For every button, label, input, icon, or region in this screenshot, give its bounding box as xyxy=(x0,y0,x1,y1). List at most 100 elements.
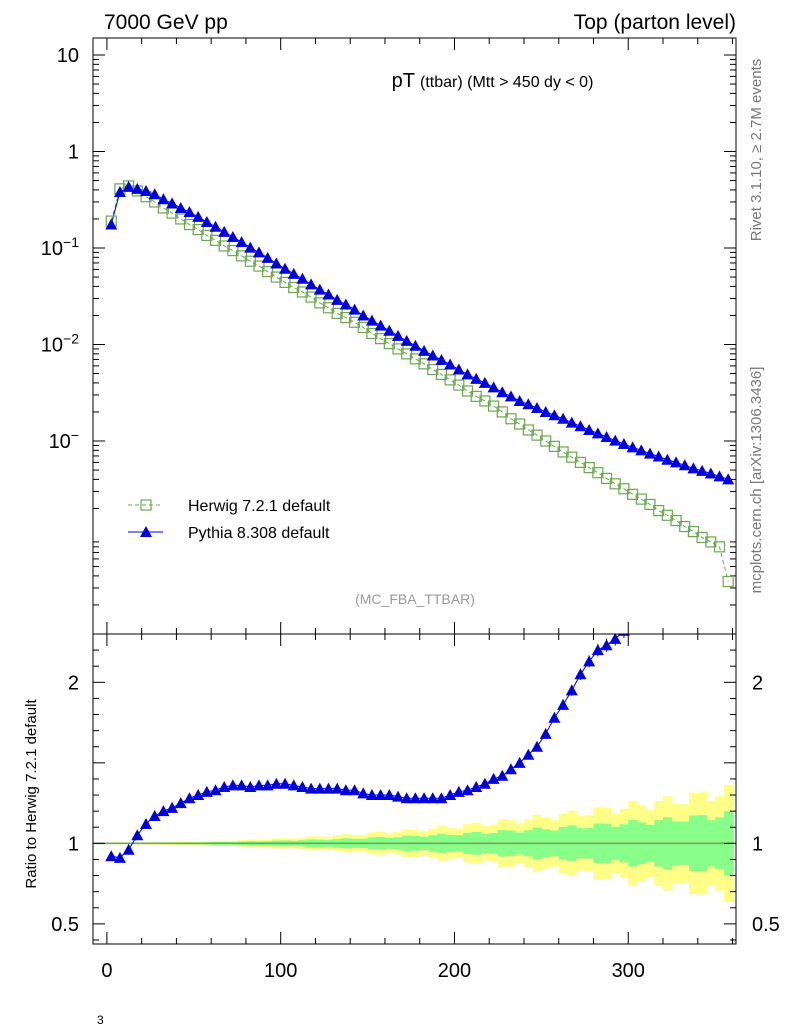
pythia-point xyxy=(374,319,387,331)
y-tick-label: 10−2 xyxy=(41,330,79,356)
pythia-point xyxy=(426,349,439,361)
pythia-point xyxy=(235,236,248,248)
ratio-point xyxy=(140,818,153,830)
pythia-point xyxy=(391,329,404,341)
pythia-point xyxy=(261,251,274,263)
ratio-point xyxy=(383,789,396,801)
ratio-point xyxy=(357,787,370,799)
ratio-x-axis: 0 100 200 300 xyxy=(101,634,734,982)
pythia-point xyxy=(322,288,335,300)
ratio-point xyxy=(279,777,292,789)
ratio-point xyxy=(435,792,448,804)
herwig-point xyxy=(713,541,726,553)
legend-marker-pythia xyxy=(140,526,152,537)
pythia-point xyxy=(565,416,578,428)
pythia-point xyxy=(661,453,674,465)
ratio-frame xyxy=(92,633,737,945)
legend-label-pythia: Pythia 8.308 default xyxy=(188,525,330,542)
ratio-point xyxy=(157,805,170,817)
pythia-point xyxy=(418,344,431,356)
pythia-point xyxy=(140,184,153,196)
ratio-point xyxy=(418,792,431,804)
ratio-point xyxy=(661,572,673,583)
pythia-point xyxy=(305,278,318,290)
pythia-point xyxy=(583,424,596,436)
ratio-point xyxy=(322,782,335,794)
pythia-point xyxy=(313,283,326,295)
pythia-point xyxy=(252,246,265,258)
ratio-point xyxy=(348,784,361,796)
plot-title-sub: (ttbar) (Mtt > 450 dy < 0) xyxy=(420,74,593,91)
plot-title-main: pT xyxy=(392,70,415,92)
pythia-point xyxy=(531,401,544,413)
herwig-point xyxy=(670,514,682,527)
ratio-y-tick-label: 0.5 xyxy=(51,914,79,936)
ratio-point xyxy=(409,792,422,804)
pythia-point xyxy=(218,225,231,237)
rivet-label: Rivet 3.1.10, ≥ 2.7M events xyxy=(748,59,765,242)
ratio-point xyxy=(244,780,257,792)
ratio-point xyxy=(131,829,144,841)
ratio-point xyxy=(391,790,404,802)
ratio-y-tick-label: 2 xyxy=(68,672,79,694)
ratio-point xyxy=(313,782,326,794)
herwig-point xyxy=(453,379,465,391)
mcplots-label: mcplots.cern.ch [arXiv:1306.3436] xyxy=(748,367,765,594)
herwig-point xyxy=(192,224,204,236)
herwig-point xyxy=(592,467,604,479)
y-tick-label: 10−1 xyxy=(41,234,79,260)
pythia-point xyxy=(209,220,222,232)
pythia-point xyxy=(557,412,570,424)
pythia-point xyxy=(478,376,491,388)
ratio-point xyxy=(627,612,639,623)
pythia-point xyxy=(383,324,396,336)
ratio-point xyxy=(270,777,283,789)
main-y-axis: 10 1 10−1 10−2 10− xyxy=(41,45,736,606)
ratio-point xyxy=(374,789,387,801)
ratio-point xyxy=(365,789,378,801)
pythia-point xyxy=(652,450,665,462)
pythia-point xyxy=(670,456,683,468)
pythia-point xyxy=(470,372,483,384)
herwig-point xyxy=(331,307,343,320)
pythia-point xyxy=(626,441,639,453)
legend-label-herwig: Herwig 7.2.1 default xyxy=(188,498,331,515)
legend: Herwig 7.2.1 default Pythia 8.308 defaul… xyxy=(128,498,331,542)
pythia-point xyxy=(183,206,196,218)
herwig-point xyxy=(531,429,543,441)
pythia-point xyxy=(496,386,509,398)
pythia-point xyxy=(174,201,187,213)
ratio-point xyxy=(644,596,656,607)
ratio-point xyxy=(261,779,274,791)
ratio-point xyxy=(113,851,126,863)
pythia-point xyxy=(157,193,170,205)
herwig-point xyxy=(496,406,508,418)
ratio-point xyxy=(426,792,439,804)
ratio-point xyxy=(226,779,239,791)
pythia-point xyxy=(409,339,422,351)
main-panel: 10 1 10−1 10−2 10− pT (ttbar) (Mtt > 450 dy … xyxy=(41,37,737,635)
main-x-ticks xyxy=(106,38,734,634)
ratio-point xyxy=(305,782,318,794)
herwig-point xyxy=(305,291,317,303)
ratio-points-pythia xyxy=(105,572,673,863)
pythia-point xyxy=(200,215,213,227)
herwig-point xyxy=(514,418,526,430)
herwig-point xyxy=(418,358,430,370)
pythia-point xyxy=(504,390,517,402)
pythia-point xyxy=(687,462,700,474)
ratio-point xyxy=(166,801,179,813)
pythia-point xyxy=(722,473,735,485)
pythia-point xyxy=(713,470,726,482)
ratio-point xyxy=(122,843,135,855)
pythia-point xyxy=(617,438,630,450)
pythia-point xyxy=(105,218,118,230)
pythia-point xyxy=(113,186,126,198)
pythia-point xyxy=(348,303,361,315)
ratio-point xyxy=(105,850,118,862)
pythia-point xyxy=(270,257,283,269)
series-points-pythia xyxy=(105,180,735,485)
pythia-point xyxy=(487,381,500,393)
analysis-watermark: (MC_FBA_TTBAR) xyxy=(355,591,475,607)
